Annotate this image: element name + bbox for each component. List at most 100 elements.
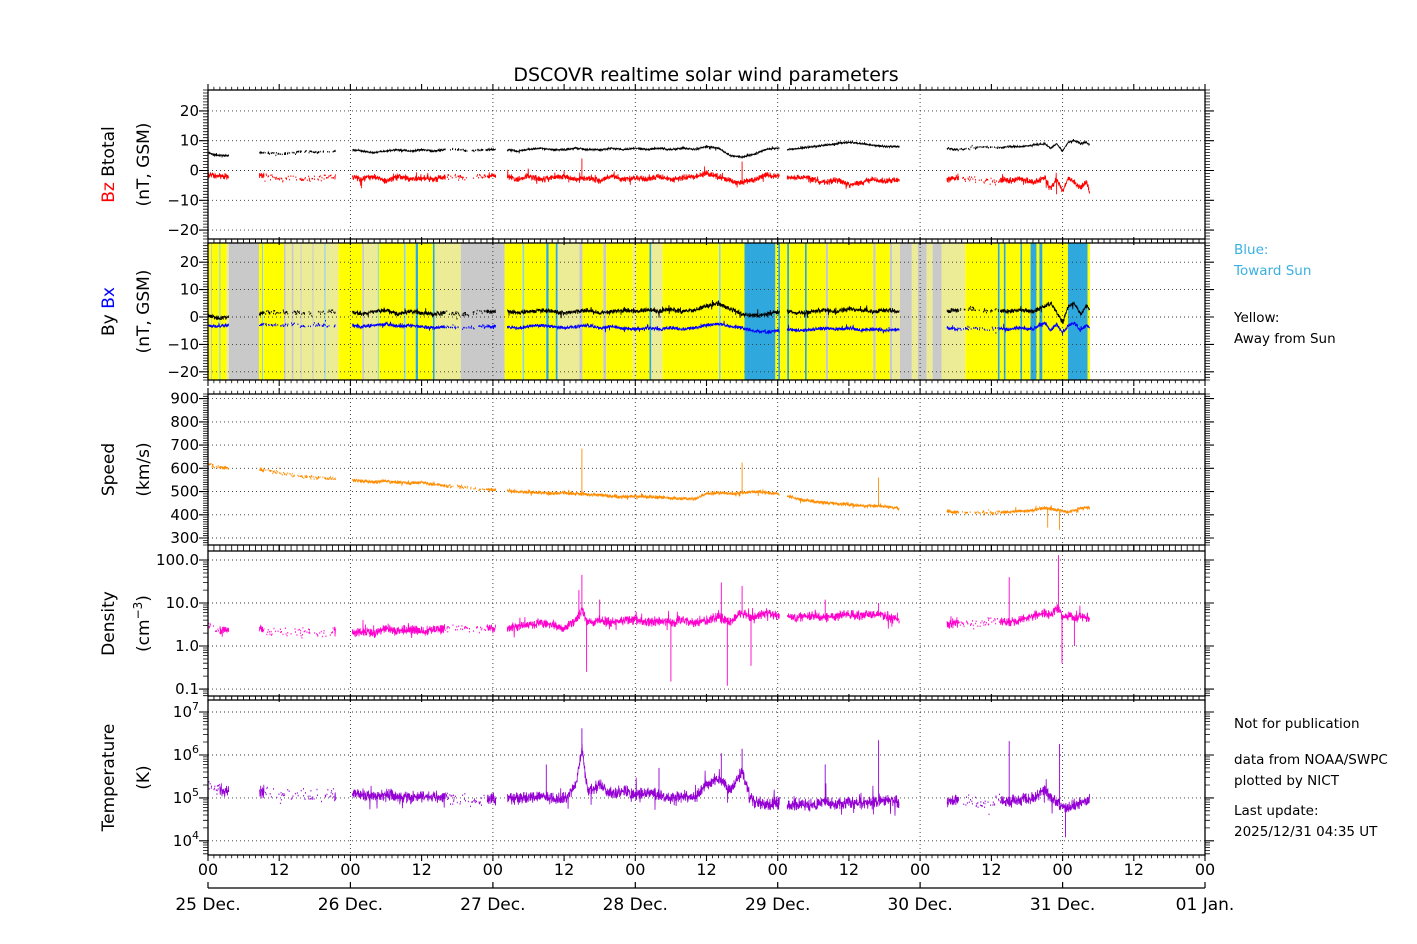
series-dots-density xyxy=(208,617,1001,639)
series-dots-bx xyxy=(265,319,1001,334)
y-minor-ticks-speed xyxy=(203,393,1210,546)
series-spikes-density xyxy=(578,555,1075,686)
phi-band xyxy=(780,243,788,380)
y-tick-label-speed: 500 xyxy=(170,483,199,501)
series-line-bz xyxy=(208,166,1090,194)
phi-band xyxy=(325,243,339,380)
x-date-label: 29 Dec. xyxy=(745,895,810,915)
x-minor-ticks-temperature xyxy=(213,696,1200,859)
credit-line2: plotted by NICT xyxy=(1234,773,1339,789)
phi-band xyxy=(208,243,211,380)
x-major-ticks-bfield xyxy=(207,84,1206,245)
phi-band xyxy=(226,243,229,380)
not-for-publication-note: Not for publication xyxy=(1234,716,1360,732)
phi-band xyxy=(926,243,933,380)
phi-band xyxy=(377,243,379,380)
series-line-speed xyxy=(219,465,1090,515)
grid-temperature xyxy=(208,700,1205,855)
phi-band xyxy=(219,243,221,380)
x-hour-label: 12 xyxy=(1124,860,1144,879)
y-tick-label-bfield: 0 xyxy=(189,161,199,179)
y-tick-label-temperature: 106 xyxy=(173,743,199,764)
y-tick-label-density: 100.0 xyxy=(156,551,199,569)
yunit-bxy: (nT, GSM) xyxy=(134,270,154,354)
y-tick-label-density: 0.1 xyxy=(175,680,199,698)
phi-band xyxy=(212,243,220,380)
y-tick-label-speed: 900 xyxy=(170,390,199,408)
y-major-ticks-density xyxy=(199,559,1214,690)
phi-band xyxy=(324,243,326,380)
series-dots-by xyxy=(265,306,1001,320)
x-hour-label: 12 xyxy=(411,860,431,879)
blue-label-line2: Toward Sun xyxy=(1234,263,1312,279)
x-hour-label: 12 xyxy=(554,860,574,879)
x-hour-label: 00 xyxy=(768,860,788,879)
ylabel-density: Density xyxy=(99,591,119,656)
grid-density xyxy=(208,551,1205,696)
x-hour-label: 00 xyxy=(910,860,930,879)
ylabel-speed: Speed xyxy=(99,443,119,496)
y-tick-label-speed: 600 xyxy=(170,459,199,477)
y-major-ticks-speed xyxy=(199,398,1214,539)
y-minor-ticks-temperature xyxy=(203,713,1210,855)
phi-band xyxy=(649,243,652,380)
grid-speed xyxy=(208,394,1205,545)
x-date-label: 28 Dec. xyxy=(603,895,668,915)
page-title: DSCOVR realtime solar wind parameters xyxy=(513,64,899,86)
x-hour-label: 00 xyxy=(483,860,503,879)
yunit-speed: (km/s) xyxy=(134,442,154,496)
series-line-bx xyxy=(208,320,1090,336)
yunit-density: (cm−3) xyxy=(131,595,154,652)
series-group-density xyxy=(208,555,1090,686)
phi-band xyxy=(1036,243,1040,380)
x-minor-ticks-bxy xyxy=(213,239,1200,384)
phi-band xyxy=(1087,243,1090,380)
x-hour-label: 12 xyxy=(269,860,289,879)
series-dots-btotal xyxy=(264,144,1001,157)
x-hour-label: 00 xyxy=(198,860,218,879)
grid-bfield xyxy=(208,90,1205,239)
phi-band xyxy=(210,243,213,380)
panel-border-temperature xyxy=(207,699,1206,856)
y-major-ticks-temperature xyxy=(199,711,1214,842)
y-tick-label-temperature: 107 xyxy=(173,700,199,721)
x-hour-label: 12 xyxy=(696,860,716,879)
ylabel-bfield: Bz Btotal xyxy=(99,126,119,203)
series-dots-temperature xyxy=(208,781,1000,816)
phi-band xyxy=(285,243,292,380)
phi-band xyxy=(313,243,325,380)
phi-band xyxy=(312,243,314,380)
phi-band xyxy=(434,243,461,380)
date-axis xyxy=(207,882,1206,889)
x-date-label: 27 Dec. xyxy=(460,895,525,915)
y-major-ticks-bfield xyxy=(199,110,1214,231)
phi-band xyxy=(932,243,942,380)
x-hour-label: 12 xyxy=(981,860,1001,879)
yellow-label-line2: Away from Sun xyxy=(1234,331,1336,347)
series-group-bfield xyxy=(208,138,1090,195)
x-hour-label: 12 xyxy=(839,860,859,879)
series-group-speed xyxy=(208,448,1090,530)
x-date-label: 31 Dec. xyxy=(1030,895,1095,915)
phi-band xyxy=(291,243,294,380)
last-update-label: Last update: xyxy=(1234,803,1319,819)
phi-band xyxy=(301,243,313,380)
series-line-density xyxy=(219,603,1090,639)
y-tick-label-speed: 300 xyxy=(170,529,199,547)
x-minor-ticks-speed xyxy=(213,390,1200,549)
ylabel-bxy: By Bx xyxy=(99,287,119,336)
y-tick-label-bxy: 0 xyxy=(189,308,199,326)
x-hour-label: 00 xyxy=(340,860,360,879)
y-minor-ticks-bxy xyxy=(203,242,1210,381)
x-date-label: 30 Dec. xyxy=(887,895,952,915)
phi-band xyxy=(788,243,806,380)
data-credit-note: data from NOAA/SWPC plotted by NICT xyxy=(1234,750,1388,792)
credit-line1: data from NOAA/SWPC xyxy=(1234,752,1388,768)
series-group-temperature xyxy=(208,728,1090,838)
x-major-ticks-speed xyxy=(207,388,1206,551)
series-line-by xyxy=(208,299,1090,324)
x-date-label: 25 Dec. xyxy=(175,895,240,915)
phi-band xyxy=(1067,243,1088,380)
